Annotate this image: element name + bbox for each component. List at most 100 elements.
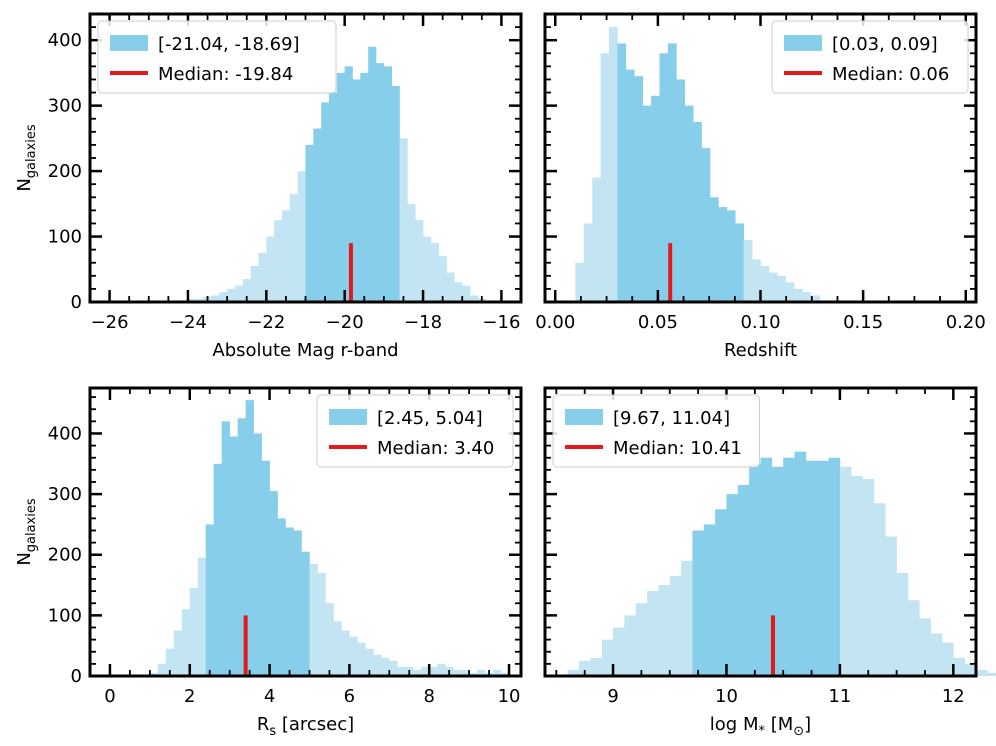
histogram-bar: [752, 259, 761, 302]
histogram-bar: [234, 285, 244, 302]
histogram-bar: [269, 491, 278, 676]
histogram-bar: [360, 72, 369, 302]
histogram-bar: [642, 105, 652, 302]
x-tick-label: −22: [247, 312, 285, 333]
y-tick-label: 400: [48, 30, 82, 51]
histogram-bar: [953, 657, 965, 676]
legend-range-label: [2.45, 5.04]: [377, 408, 483, 429]
histogram-bar: [470, 295, 479, 302]
histogram-bar: [810, 295, 820, 302]
panel-redshift: 0.00 0.05 0.10 0.15 0.20 Redshift [0.03, 0.09]…: [535, 12, 986, 361]
y-tick-label: 0: [71, 292, 82, 313]
x-tick-label: 8: [423, 686, 434, 707]
x-tick-label: 0.00: [535, 312, 575, 333]
x-tick-label: 12: [942, 686, 965, 707]
histogram-bar: [701, 148, 711, 302]
histogram-bar: [828, 457, 841, 676]
histogram-bar: [609, 27, 618, 303]
histogram-bar: [446, 272, 455, 302]
histogram-bar: [357, 642, 366, 676]
histogram-bar: [438, 256, 447, 302]
histogram-bar: [341, 630, 350, 676]
histogram-bar: [237, 418, 246, 676]
histogram-bar: [501, 672, 510, 676]
histogram-bar: [477, 669, 486, 676]
legend: [0.03, 0.09] Median: 0.06: [771, 20, 969, 94]
histogram-bar: [617, 43, 627, 302]
y-tick-label: 200: [48, 161, 82, 182]
legend-median-label: Median: 0.06: [832, 64, 949, 85]
histogram-bar: [919, 618, 931, 676]
histogram-bar: [281, 210, 291, 302]
y-tick-label: 100: [48, 605, 82, 626]
histogram-bar: [710, 197, 719, 302]
histogram-bar: [297, 171, 306, 302]
histogram-bar: [407, 203, 416, 302]
histogram-bar: [592, 177, 601, 302]
panel-stellar-mass: 9 10 11 12 log M* [M⊙] [9.67, 11.04] Median: 1…: [543, 386, 996, 739]
histogram-bar: [157, 663, 167, 676]
histogram-bar: [669, 575, 682, 676]
histogram-bar: [329, 92, 338, 302]
histogram-bar: [397, 666, 406, 676]
x-axis-label: log M* [M⊙]: [710, 714, 811, 739]
legend-box: [97, 20, 337, 94]
histogram-bar: [930, 633, 943, 676]
legend: [9.67, 11.04] Median: 10.41: [552, 394, 760, 468]
histogram-bar: [187, 298, 197, 302]
histogram-bar: [651, 95, 660, 302]
histogram-bar: [309, 563, 318, 676]
x-axis-label: Rs [arcsec]: [257, 714, 354, 739]
x-tick-label: −26: [91, 312, 129, 333]
histogram-bar: [625, 69, 635, 302]
legend: [2.45, 5.04] Median: 3.40: [316, 394, 514, 468]
histogram-bar: [261, 460, 270, 676]
histogram-bar: [229, 436, 238, 676]
histogram-bar: [839, 466, 852, 676]
histogram-bar: [976, 669, 988, 676]
histogram-bar: [885, 536, 897, 676]
panel-absolute-mag: −26 −24 −22 −20 −18 −16 0 100 200 300 400 Absolute …: [14, 12, 523, 361]
histogram-bar: [453, 669, 462, 676]
x-tick-label: 6: [344, 686, 355, 707]
histogram-bar: [896, 572, 909, 676]
histogram-bar: [676, 79, 686, 302]
legend-range-label: [-21.04, -18.69]: [158, 34, 300, 55]
histogram-bar: [987, 672, 996, 676]
histogram-bar: [313, 128, 322, 302]
y-tick-label: 400: [48, 423, 82, 444]
histogram-bar: [349, 636, 358, 676]
histogram-bar: [964, 663, 977, 676]
histogram-bar: [173, 630, 183, 676]
legend-swatch-range: [784, 35, 822, 51]
histogram-bar: [583, 223, 593, 302]
y-tick-label: 300: [48, 484, 82, 505]
histogram-bar: [189, 588, 199, 676]
histogram-bar: [715, 509, 727, 676]
histogram-bar: [413, 669, 422, 676]
histogram-bar: [783, 457, 795, 676]
histogram-bar: [802, 292, 812, 302]
x-tick-label: 0.20: [946, 312, 986, 333]
legend-range-label: [9.67, 11.04]: [613, 408, 730, 429]
histogram-bar: [726, 210, 736, 302]
histogram-bar: [336, 72, 345, 302]
y-tick-label: 0: [71, 666, 82, 687]
x-tick-label: −24: [169, 312, 207, 333]
histogram-bar: [873, 503, 886, 676]
x-tick-label: −18: [404, 312, 442, 333]
x-tick-label: 0: [104, 686, 115, 707]
x-tick-label: 0.10: [740, 312, 780, 333]
histogram-bar: [635, 603, 648, 676]
histogram-bar: [274, 220, 283, 302]
histogram-bar: [659, 53, 669, 302]
histogram-bar: [352, 79, 361, 302]
x-tick-label: 2: [184, 686, 195, 707]
histogram-bar: [289, 194, 298, 302]
histogram-bar: [381, 657, 390, 676]
x-tick-label: 4: [264, 686, 275, 707]
x-tick-label: −20: [326, 312, 364, 333]
histogram-bar: [221, 421, 230, 676]
histogram-bar: [368, 46, 377, 303]
